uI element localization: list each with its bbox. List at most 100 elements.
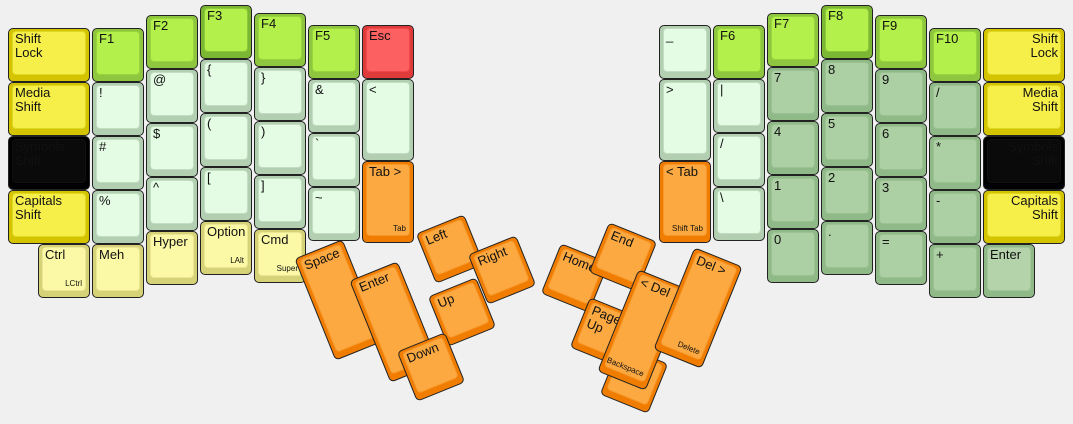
key-[interactable]: < <box>362 79 414 161</box>
keycap-surface <box>204 62 248 106</box>
key-[interactable]: % <box>92 190 144 244</box>
key-[interactable]: - <box>929 190 981 244</box>
key-[interactable]: = <box>875 231 927 285</box>
key-f6[interactable]: F6 <box>713 25 765 79</box>
key-esc[interactable]: Esc <box>362 25 414 79</box>
key-[interactable]: [ <box>200 167 252 221</box>
keycap-surface <box>825 170 869 214</box>
key-[interactable]: . <box>821 221 873 275</box>
keycap-surface <box>42 247 86 291</box>
key-tab[interactable]: Tab > Tab <box>362 161 414 243</box>
thumb-key-left[interactable]: Left <box>415 214 485 284</box>
key-[interactable]: + <box>929 244 981 298</box>
keycap-surface <box>987 85 1061 129</box>
keycap-surface <box>987 247 1031 291</box>
keycap-surface <box>150 72 194 116</box>
keycap-surface <box>366 164 410 236</box>
key-[interactable]: * <box>929 136 981 190</box>
key-[interactable]: ! <box>92 82 144 136</box>
keycap-surface <box>96 31 140 75</box>
keycap-surface <box>987 139 1061 183</box>
key-enter[interactable]: Enter <box>983 244 1035 298</box>
keycap-surface <box>879 126 923 170</box>
keycap-surface <box>12 85 86 129</box>
key-[interactable]: $ <box>146 123 198 177</box>
keycap-surface <box>663 82 707 154</box>
keycap-surface <box>663 164 707 236</box>
key-[interactable]: / <box>929 82 981 136</box>
key-[interactable]: ` <box>308 133 360 187</box>
key-[interactable]: } <box>254 67 306 121</box>
keycap-surface <box>366 28 410 72</box>
key-tab[interactable]: < Tab Shift Tab <box>659 161 711 243</box>
keycap-surface <box>717 28 761 72</box>
key-[interactable]: | <box>713 79 765 133</box>
keycap-surface <box>717 190 761 234</box>
key-2[interactable]: 2 <box>821 167 873 221</box>
keycap-surface <box>150 18 194 62</box>
key-f8[interactable]: F8 <box>821 5 873 59</box>
key-media-shift[interactable]: Media Shift <box>8 82 90 136</box>
keycap-surface <box>659 251 738 361</box>
key-6[interactable]: 6 <box>875 123 927 177</box>
key-[interactable]: / <box>713 133 765 187</box>
key-[interactable]: > <box>659 79 711 161</box>
keycap-surface <box>150 126 194 170</box>
key-capitals-shift[interactable]: Capitals Shift <box>983 190 1065 244</box>
key-f10[interactable]: F10 <box>929 28 981 82</box>
key-[interactable]: & <box>308 79 360 133</box>
keycap-surface <box>366 82 410 154</box>
key-[interactable]: ^ <box>146 177 198 231</box>
key-[interactable]: @ <box>146 69 198 123</box>
key-f3[interactable]: F3 <box>200 5 252 59</box>
key-1[interactable]: 1 <box>767 175 819 229</box>
key-f5[interactable]: F5 <box>308 25 360 79</box>
key-[interactable]: # <box>92 136 144 190</box>
key-symbols-shift[interactable]: Symbols Shift <box>8 136 90 190</box>
key-4[interactable]: 4 <box>767 121 819 175</box>
key-f9[interactable]: F9 <box>875 15 927 69</box>
key-9[interactable]: 9 <box>875 69 927 123</box>
key-option[interactable]: Option LAlt <box>200 221 252 275</box>
keycap-surface <box>12 193 86 237</box>
key-f1[interactable]: F1 <box>92 28 144 82</box>
keycap-surface <box>150 234 194 278</box>
key-[interactable]: ] <box>254 175 306 229</box>
key-[interactable]: _ <box>659 25 711 79</box>
keycap-surface <box>420 218 478 276</box>
key-media-shift[interactable]: Media Shift <box>983 82 1065 136</box>
keycap-surface <box>987 193 1061 237</box>
key-shift-lock[interactable]: Shift Lock <box>983 28 1065 82</box>
keycap-surface <box>258 178 302 222</box>
key-5[interactable]: 5 <box>821 113 873 167</box>
keycap-surface <box>312 190 356 234</box>
keycap-surface <box>312 28 356 72</box>
key-f2[interactable]: F2 <box>146 15 198 69</box>
keycap-surface <box>717 82 761 126</box>
keycap-surface <box>879 180 923 224</box>
key-meh[interactable]: Meh <box>92 244 144 298</box>
key-f4[interactable]: F4 <box>254 13 306 67</box>
key-[interactable]: \ <box>713 187 765 241</box>
key-7[interactable]: 7 <box>767 67 819 121</box>
key-8[interactable]: 8 <box>821 59 873 113</box>
key-[interactable]: ~ <box>308 187 360 241</box>
key-f7[interactable]: F7 <box>767 13 819 67</box>
keycap-surface <box>204 116 248 160</box>
keycap-surface <box>258 70 302 114</box>
key-[interactable]: { <box>200 59 252 113</box>
key-ctrl[interactable]: Ctrl LCtrl <box>38 244 90 298</box>
key-3[interactable]: 3 <box>875 177 927 231</box>
key-0[interactable]: 0 <box>767 229 819 283</box>
key-symbols-shift[interactable]: Symbols Shift <box>983 136 1065 190</box>
key-[interactable]: ) <box>254 121 306 175</box>
keycap-surface <box>258 124 302 168</box>
key-hyper[interactable]: Hyper <box>146 231 198 285</box>
keycap-surface <box>204 224 248 268</box>
key-capitals-shift[interactable]: Capitals Shift <box>8 190 90 244</box>
key-[interactable]: ( <box>200 113 252 167</box>
key-shift-lock[interactable]: Shift Lock <box>8 28 90 82</box>
keycap-surface <box>717 136 761 180</box>
keycap-surface <box>825 116 869 160</box>
